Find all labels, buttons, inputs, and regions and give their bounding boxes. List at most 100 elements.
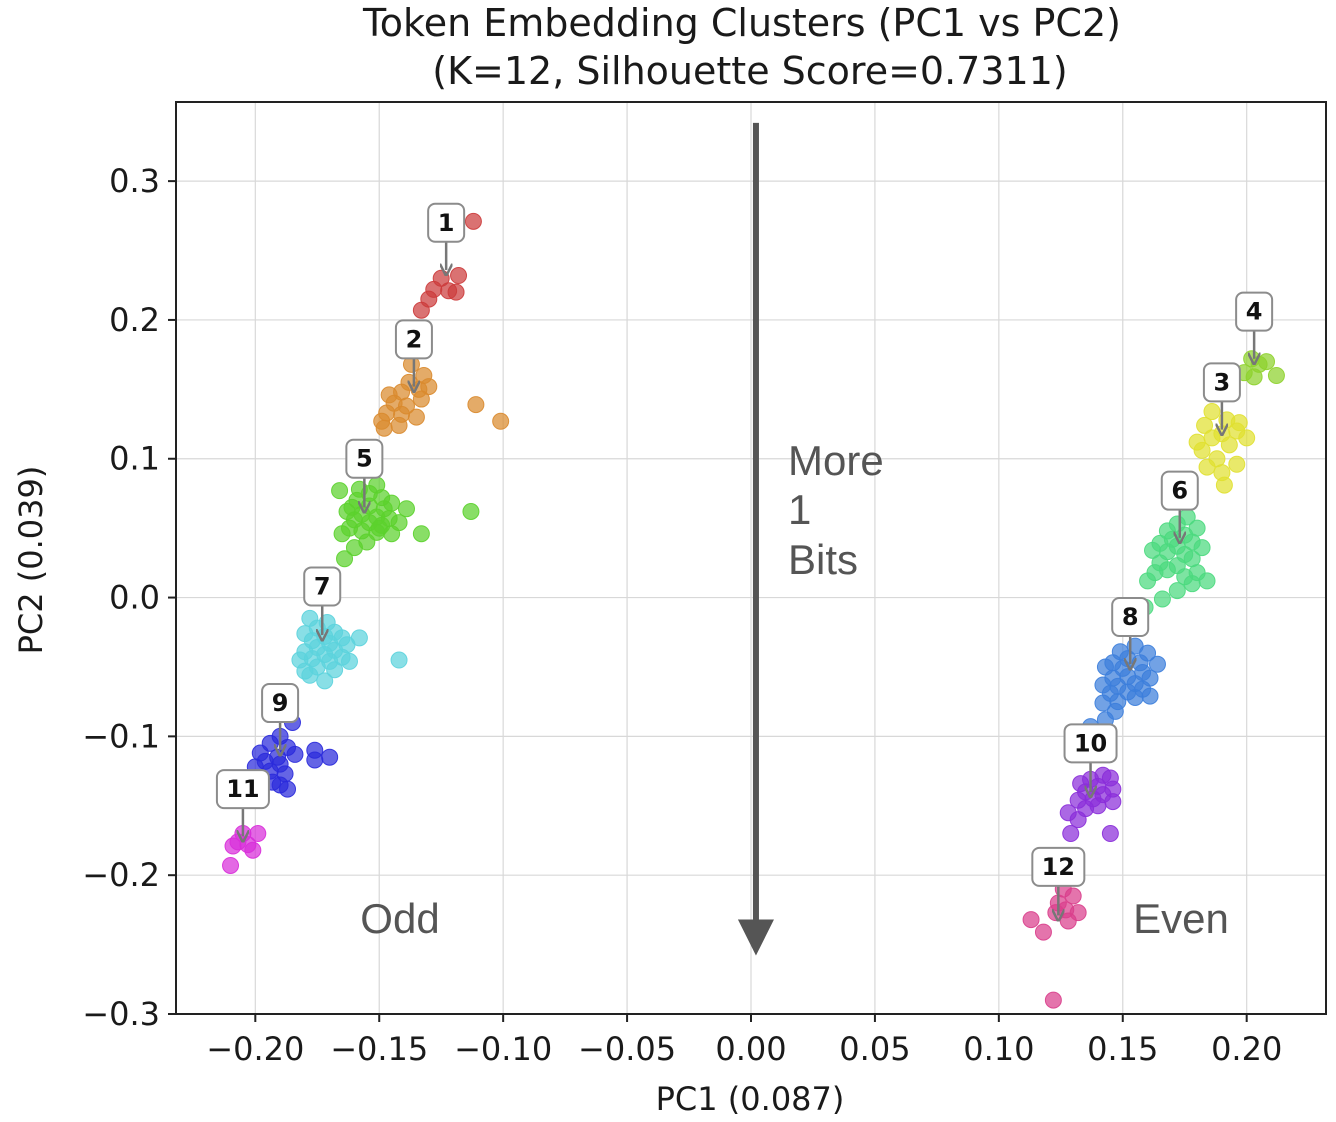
y-tick-label: −0.1 <box>82 717 160 755</box>
cluster-1-point <box>447 283 465 301</box>
cluster-3-point <box>1196 416 1214 434</box>
cluster-5-label: 5 <box>345 438 384 508</box>
cluster-7-point <box>326 661 344 679</box>
arrow-text-one: 1 <box>788 486 811 533</box>
cluster-11-label: 11 <box>215 769 270 836</box>
cluster-2-label: 2 <box>394 319 433 386</box>
cluster-6-point <box>1168 582 1186 600</box>
x-tick-label: −0.20 <box>206 1030 304 1068</box>
cluster-12-point <box>1034 923 1052 941</box>
cluster-12-point <box>1059 912 1077 930</box>
cluster-6-point <box>1153 590 1171 608</box>
cluster-6-point <box>1193 539 1211 557</box>
chart-title: Token Embedding Clusters (PC1 vs PC2) <box>362 1 1121 45</box>
y-tick-label: 0.3 <box>109 162 160 200</box>
cluster-label-box <box>345 438 384 479</box>
cluster-6-point <box>1183 575 1201 593</box>
cluster-label-text: 9 <box>272 689 289 717</box>
cluster-12-point <box>1022 911 1040 929</box>
cluster-5-point <box>370 519 388 537</box>
cluster-label-text: 11 <box>226 775 259 803</box>
cluster-label-box <box>215 769 270 810</box>
cluster-3-point <box>1220 436 1238 454</box>
cluster-label-box <box>261 683 300 724</box>
cluster-9-point <box>271 776 289 794</box>
cluster-label-box <box>1111 596 1150 637</box>
cluster-label-box <box>394 319 433 360</box>
cluster-label-box <box>1160 470 1199 511</box>
cluster-7-label: 7 <box>303 566 342 635</box>
x-axis-label: PC1 (0.087) <box>656 1080 845 1118</box>
even-region-label: Even <box>1133 895 1229 942</box>
cluster-5-point <box>345 539 363 557</box>
cluster-11-point <box>244 841 262 859</box>
x-tick-label: −0.15 <box>330 1030 428 1068</box>
cluster-10-point <box>1062 825 1080 843</box>
cluster-5-point <box>390 514 408 532</box>
cluster-5-point <box>336 550 354 568</box>
y-tick-label: −0.3 <box>82 995 160 1033</box>
cluster-2-point <box>390 416 408 434</box>
x-tick-label: 0.05 <box>839 1030 910 1068</box>
cluster-8-point <box>1141 687 1159 705</box>
cluster-10-label: 10 <box>1063 723 1118 792</box>
cluster-4-point <box>1245 368 1263 386</box>
cluster-6-point <box>1144 541 1162 559</box>
x-tick-label: 0.20 <box>1211 1030 1282 1068</box>
x-axis-ticks: −0.20 −0.15 −0.10 −0.05 0.00 0.05 0.10 0.15 0.20 <box>206 1014 1282 1068</box>
cluster-4-label: 4 <box>1235 291 1274 359</box>
chart-subtitle: (K=12, Silhouette Score=0.7311) <box>432 49 1067 93</box>
cluster-label-text: 10 <box>1074 729 1107 757</box>
cluster-1-point <box>464 212 482 230</box>
cluster-11-point <box>224 837 242 855</box>
cluster-7-point <box>390 651 408 669</box>
cluster-2-point <box>492 412 510 430</box>
cluster-label-box <box>303 566 342 607</box>
cluster-9-point <box>286 745 304 763</box>
cluster-5-point <box>333 525 351 543</box>
cluster-label-box <box>1031 846 1086 887</box>
cluster-6-point <box>1139 572 1157 590</box>
y-tick-label: 0.0 <box>109 579 160 617</box>
cluster-10-point <box>1101 825 1119 843</box>
cluster-5-point <box>397 500 415 518</box>
cluster-8-point <box>1148 655 1166 673</box>
cluster-2-point <box>467 396 485 414</box>
cluster-3-point <box>1215 476 1233 494</box>
cluster-label-text: 2 <box>406 325 423 353</box>
cluster-label-text: 3 <box>1214 368 1231 396</box>
cluster-label-box <box>1235 291 1274 332</box>
cluster-2-point <box>407 408 425 426</box>
cluster-12-point <box>1064 887 1082 905</box>
cluster-3-point <box>1188 433 1206 451</box>
cluster-label-text: 4 <box>1246 298 1263 326</box>
cluster-label-text: 7 <box>314 572 331 600</box>
cluster-3-point <box>1228 455 1246 473</box>
cluster-6-point <box>1198 572 1216 590</box>
x-tick-label: −0.10 <box>454 1030 552 1068</box>
x-tick-label: 0.00 <box>715 1030 786 1068</box>
cluster-9-point <box>321 748 339 766</box>
cluster-1-point <box>450 267 468 285</box>
cluster-label-text: 12 <box>1042 853 1075 881</box>
cluster-5-point <box>462 502 480 520</box>
cluster-12-label: 12 <box>1031 846 1086 916</box>
y-tick-label: 0.2 <box>109 301 160 339</box>
cluster-3-point <box>1203 403 1221 421</box>
arrow-text-bits: Bits <box>788 536 858 583</box>
cluster-7-point <box>316 672 334 690</box>
x-tick-label: 0.15 <box>1087 1030 1158 1068</box>
cluster-label-box <box>1202 362 1241 403</box>
cluster-3-point <box>1198 458 1216 476</box>
cluster-10-point <box>1069 811 1087 829</box>
cluster-5-point <box>412 525 430 543</box>
cluster-label-text: 5 <box>356 445 373 473</box>
cluster-12-point <box>1044 991 1062 1009</box>
cluster-8-label: 8 <box>1111 596 1150 664</box>
cluster-6-label: 6 <box>1160 470 1199 538</box>
cluster-2-point <box>412 390 430 408</box>
cluster-4-point <box>1267 366 1285 384</box>
cluster-label-text: 8 <box>1122 603 1139 631</box>
cluster-11-point <box>249 825 267 843</box>
